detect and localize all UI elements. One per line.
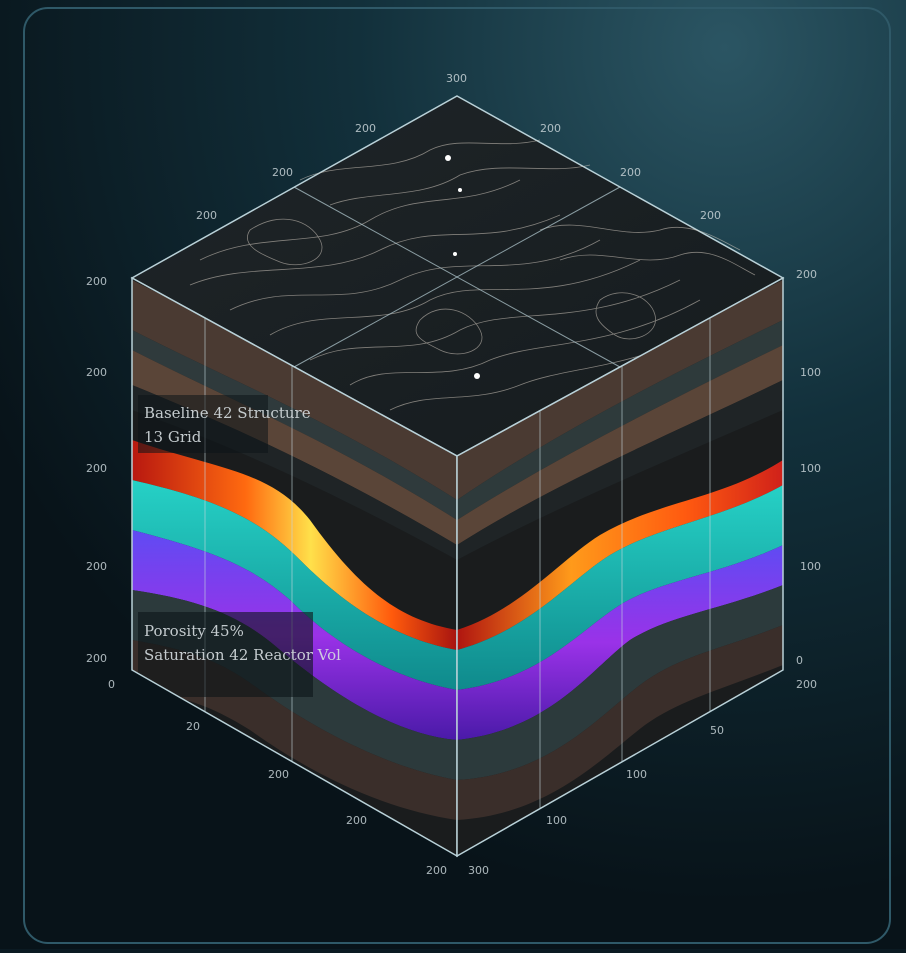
tick-label: 200: [796, 268, 817, 281]
tick-label: 200: [355, 122, 376, 135]
tick-label: 200: [346, 814, 367, 827]
tick-label: 20: [186, 720, 200, 733]
tick-label: 200: [196, 209, 217, 222]
tick-label: 0: [108, 678, 115, 691]
frame-border: [23, 7, 891, 944]
lower-overlay-panel: [138, 612, 313, 697]
tick-label: 200: [86, 462, 107, 475]
tick-label: 200: [272, 166, 293, 179]
tick-label: 200: [700, 209, 721, 222]
marker-dot: [453, 252, 457, 256]
tick-label: 200: [268, 768, 289, 781]
upper-overlay-panel: [138, 395, 268, 453]
tick-label: 300: [446, 72, 467, 85]
marker-dot: [458, 188, 462, 192]
tick-label: 100: [800, 462, 821, 475]
right-face: [457, 278, 783, 856]
tick-label: 100: [626, 768, 647, 781]
tick-label: 50: [710, 724, 724, 737]
tick-label: 200: [86, 366, 107, 379]
overlay-upper-line-2: 13 Grid: [144, 428, 202, 446]
tick-label: 200: [796, 678, 817, 691]
tick-label: 100: [800, 366, 821, 379]
overlay-upper-line-1: Baseline 42 Structure: [144, 404, 311, 422]
marker-dot: [445, 155, 451, 161]
overlay-lower-line-1: Porosity 45%: [144, 622, 244, 640]
tick-label: 0: [796, 654, 803, 667]
marker-dot: [474, 373, 480, 379]
overlay-lower-line-2: Saturation 42 Reactor Vol: [144, 646, 341, 664]
left-face: [132, 278, 457, 856]
contour-lines: [189, 139, 756, 411]
tick-label: 200: [86, 560, 107, 573]
tick-label: 200: [86, 652, 107, 665]
tick-label: 200: [86, 275, 107, 288]
tick-label: 100: [800, 560, 821, 573]
tick-label: 200: [426, 864, 447, 877]
tick-label: 200: [620, 166, 641, 179]
tick-label: 300: [468, 864, 489, 877]
tick-label: 100: [546, 814, 567, 827]
tick-label: 200: [540, 122, 561, 135]
top-face: [130, 95, 785, 457]
